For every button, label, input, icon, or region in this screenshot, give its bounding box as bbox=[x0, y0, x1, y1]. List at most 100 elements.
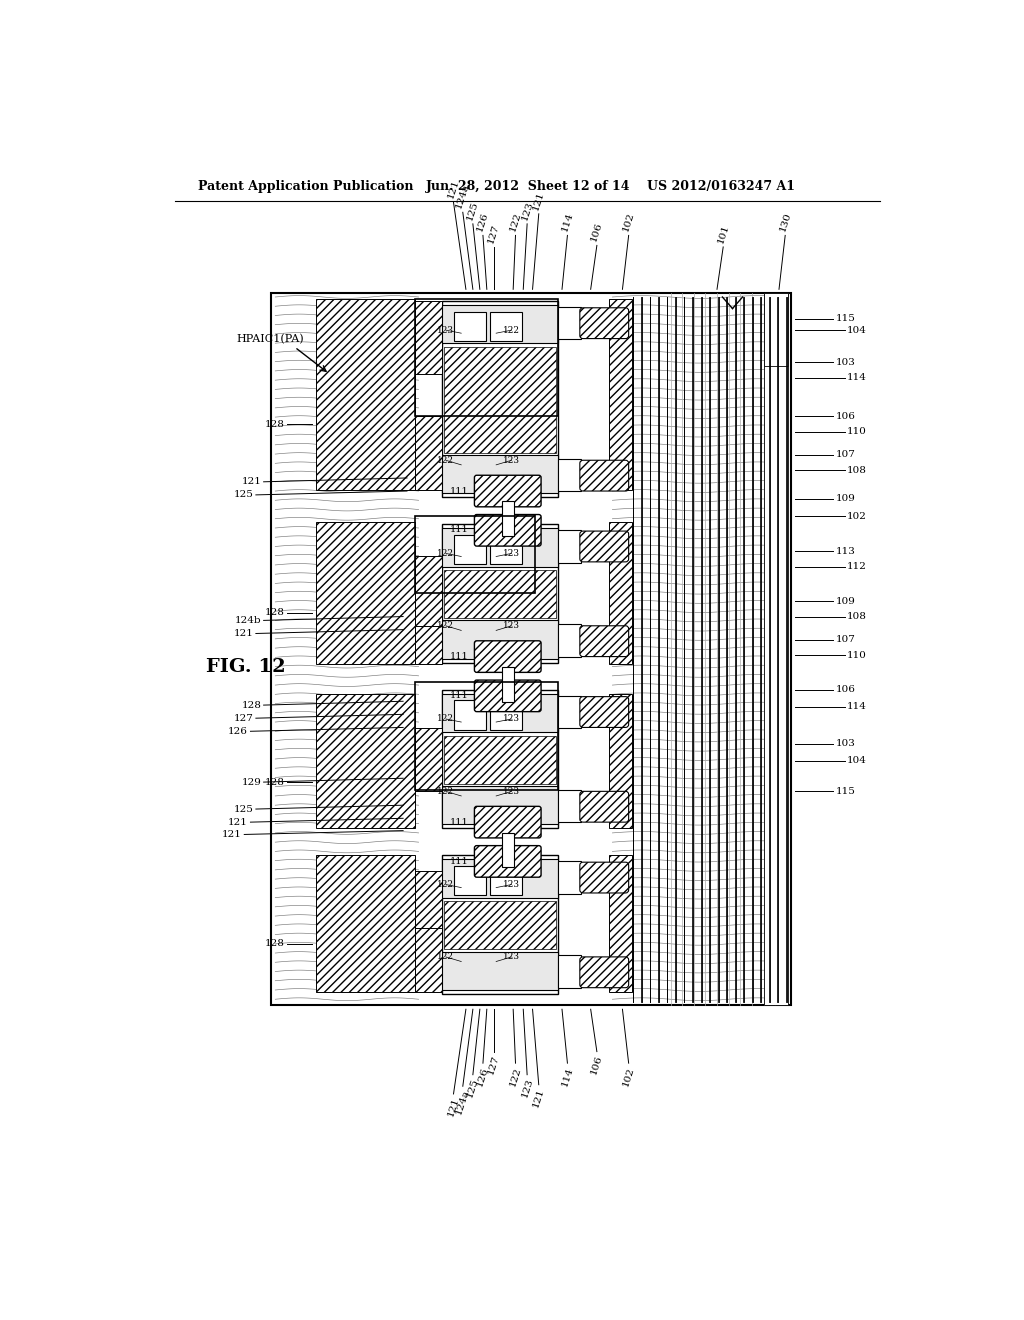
Text: 111: 111 bbox=[450, 690, 468, 700]
Bar bbox=[558, 624, 582, 656]
FancyBboxPatch shape bbox=[580, 626, 629, 656]
Bar bbox=[442, 524, 558, 663]
Text: 123: 123 bbox=[520, 1077, 535, 1098]
Text: 114: 114 bbox=[560, 211, 574, 234]
Text: 110: 110 bbox=[847, 428, 867, 436]
Text: 122: 122 bbox=[503, 326, 520, 334]
FancyBboxPatch shape bbox=[580, 461, 629, 491]
Text: 121: 121 bbox=[446, 1096, 461, 1118]
Text: 106: 106 bbox=[590, 222, 604, 243]
FancyBboxPatch shape bbox=[474, 475, 541, 507]
Text: 121: 121 bbox=[233, 630, 254, 638]
Bar bbox=[442, 693, 558, 733]
Bar bbox=[558, 789, 582, 822]
Bar bbox=[454, 312, 486, 341]
Bar bbox=[415, 557, 442, 626]
Text: 126: 126 bbox=[475, 211, 490, 234]
Bar bbox=[502, 833, 514, 867]
Text: FIG. 12: FIG. 12 bbox=[206, 657, 285, 676]
Bar bbox=[489, 312, 522, 341]
FancyBboxPatch shape bbox=[580, 308, 629, 339]
Bar bbox=[764, 293, 787, 1006]
Bar bbox=[442, 952, 558, 990]
Text: 126: 126 bbox=[475, 1065, 490, 1088]
Text: 121: 121 bbox=[228, 817, 248, 826]
FancyBboxPatch shape bbox=[474, 807, 541, 838]
Text: 124a: 124a bbox=[455, 182, 471, 210]
Text: 123: 123 bbox=[503, 622, 520, 630]
Text: 109: 109 bbox=[836, 494, 855, 503]
Text: 109: 109 bbox=[836, 597, 855, 606]
Text: 128: 128 bbox=[264, 420, 285, 429]
Text: 122: 122 bbox=[437, 787, 455, 796]
FancyBboxPatch shape bbox=[474, 640, 541, 672]
Bar bbox=[558, 956, 582, 987]
Bar bbox=[442, 620, 558, 659]
Bar bbox=[415, 729, 442, 792]
Text: 115: 115 bbox=[836, 314, 855, 323]
Bar bbox=[415, 516, 535, 594]
FancyBboxPatch shape bbox=[580, 792, 629, 822]
Bar bbox=[558, 696, 582, 729]
Bar bbox=[454, 535, 486, 564]
Text: 122: 122 bbox=[508, 211, 523, 234]
Text: 129: 129 bbox=[242, 777, 261, 787]
Text: 102: 102 bbox=[622, 211, 636, 234]
Bar bbox=[442, 859, 558, 898]
Bar bbox=[608, 521, 632, 664]
Bar bbox=[316, 855, 415, 993]
Bar bbox=[442, 689, 558, 829]
Text: 106: 106 bbox=[836, 412, 855, 421]
Bar bbox=[415, 300, 558, 416]
Text: 104: 104 bbox=[847, 326, 867, 334]
Text: Patent Application Publication: Patent Application Publication bbox=[198, 181, 414, 194]
Bar bbox=[415, 301, 442, 374]
Bar bbox=[502, 667, 514, 702]
Bar bbox=[764, 293, 787, 367]
Text: 128: 128 bbox=[264, 609, 285, 618]
Bar bbox=[415, 871, 442, 928]
Text: 111: 111 bbox=[450, 652, 468, 661]
Text: 127: 127 bbox=[486, 223, 501, 244]
Bar bbox=[608, 300, 632, 490]
Text: 101: 101 bbox=[716, 223, 730, 244]
Text: 115: 115 bbox=[836, 787, 855, 796]
FancyBboxPatch shape bbox=[580, 957, 629, 987]
Text: 122: 122 bbox=[437, 714, 455, 723]
Text: 127: 127 bbox=[233, 714, 254, 722]
Text: 106: 106 bbox=[590, 1053, 604, 1076]
Bar bbox=[489, 866, 522, 895]
Text: 123: 123 bbox=[503, 953, 520, 961]
Text: 110: 110 bbox=[847, 651, 867, 660]
FancyBboxPatch shape bbox=[580, 531, 629, 562]
Text: 127: 127 bbox=[486, 1053, 501, 1076]
Text: 103: 103 bbox=[836, 358, 855, 367]
Text: 121: 121 bbox=[531, 190, 546, 211]
Text: 122: 122 bbox=[508, 1065, 523, 1088]
Text: 102: 102 bbox=[622, 1065, 636, 1088]
Text: 104: 104 bbox=[847, 756, 867, 766]
Text: 113: 113 bbox=[836, 546, 855, 556]
Text: 106: 106 bbox=[836, 685, 855, 694]
Text: 122: 122 bbox=[437, 953, 455, 961]
Text: 114: 114 bbox=[847, 374, 867, 383]
Text: 126: 126 bbox=[228, 727, 248, 735]
Text: 107: 107 bbox=[836, 635, 855, 644]
Bar bbox=[444, 570, 556, 618]
Text: 111: 111 bbox=[450, 525, 468, 535]
FancyBboxPatch shape bbox=[474, 680, 541, 711]
Bar bbox=[442, 301, 558, 498]
FancyBboxPatch shape bbox=[580, 697, 629, 727]
Bar bbox=[442, 455, 558, 494]
Text: 111: 111 bbox=[450, 487, 468, 496]
Text: 124b: 124b bbox=[234, 616, 261, 624]
Text: 108: 108 bbox=[847, 612, 867, 620]
Text: 121: 121 bbox=[446, 178, 461, 199]
Text: 128: 128 bbox=[264, 940, 285, 948]
Text: 130: 130 bbox=[778, 211, 793, 234]
Text: 121: 121 bbox=[242, 478, 261, 486]
Bar bbox=[442, 305, 558, 343]
Text: 114: 114 bbox=[847, 702, 867, 711]
Text: 123: 123 bbox=[503, 549, 520, 558]
Text: 128: 128 bbox=[242, 701, 261, 710]
